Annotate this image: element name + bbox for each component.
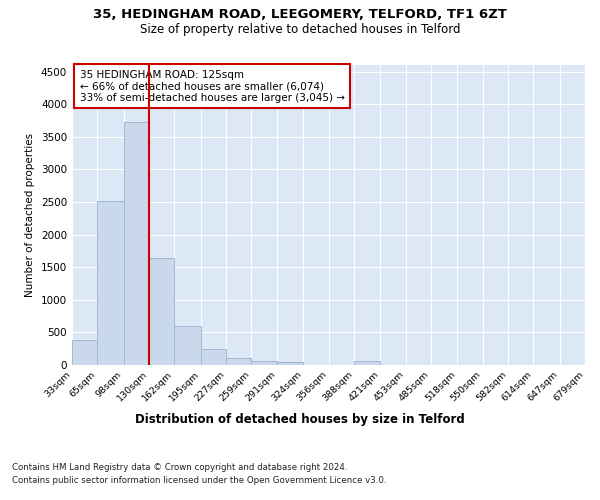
Bar	[200, 349, 226, 365]
Text: 35, HEDINGHAM ROAD, LEEGOMERY, TELFORD, TF1 6ZT: 35, HEDINGHAM ROAD, LEEGOMERY, TELFORD, …	[93, 8, 507, 20]
Bar	[226, 358, 251, 365]
Bar	[149, 258, 175, 365]
Bar	[72, 340, 97, 365]
Text: 35 HEDINGHAM ROAD: 125sqm
← 66% of detached houses are smaller (6,074)
33% of se: 35 HEDINGHAM ROAD: 125sqm ← 66% of detac…	[80, 70, 344, 102]
Bar	[97, 202, 124, 365]
Y-axis label: Number of detached properties: Number of detached properties	[25, 133, 35, 297]
Bar	[175, 326, 200, 365]
Text: Size of property relative to detached houses in Telford: Size of property relative to detached ho…	[140, 22, 460, 36]
Bar	[251, 361, 277, 365]
Bar	[277, 362, 303, 365]
Bar	[124, 122, 149, 365]
Text: Contains public sector information licensed under the Open Government Licence v3: Contains public sector information licen…	[12, 476, 386, 485]
Bar	[354, 361, 380, 365]
Text: Contains HM Land Registry data © Crown copyright and database right 2024.: Contains HM Land Registry data © Crown c…	[12, 462, 347, 471]
Text: Distribution of detached houses by size in Telford: Distribution of detached houses by size …	[135, 412, 465, 426]
